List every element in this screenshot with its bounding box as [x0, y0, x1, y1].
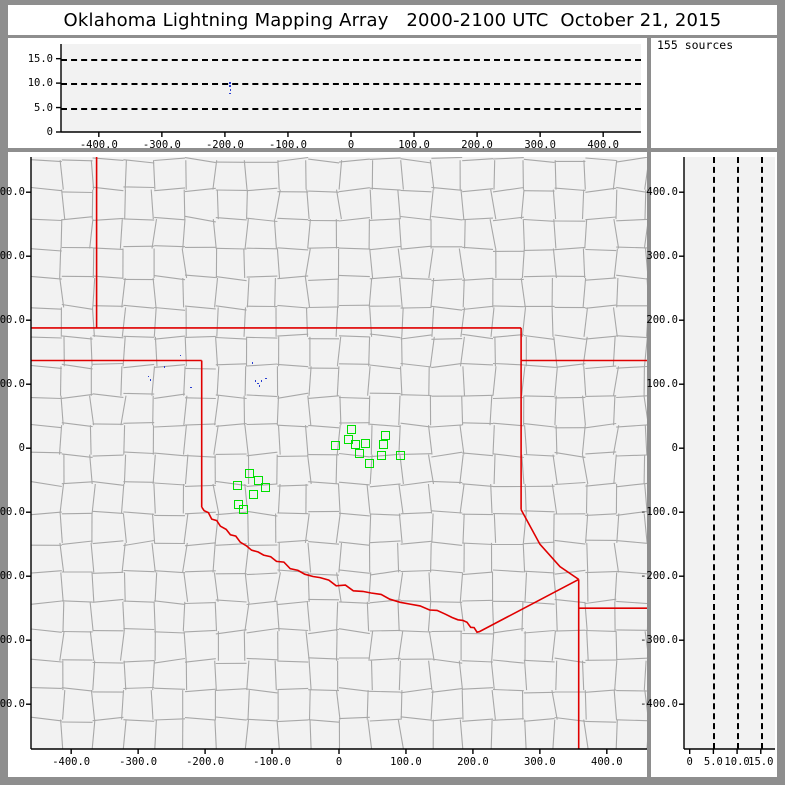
- ytick-map-0: -400.0: [0, 698, 25, 711]
- ytick-map-1: -300.0: [0, 634, 25, 647]
- plan-view-map-axes: [26, 157, 647, 754]
- xtick-map-2: -200.0: [186, 756, 225, 768]
- time-height-panel: 0 5.0 10.0 15.0 -400.0 -300.0 -200.0 -100.0 0 100…: [8, 38, 647, 151]
- gridline-v-10: [737, 157, 740, 749]
- noise-point: [258, 385, 261, 387]
- xtick-hc-3: 15.0: [748, 756, 774, 768]
- ytick-hc-7: 300.0: [646, 250, 678, 263]
- gridline-v-5: [713, 157, 716, 749]
- xtick-map-4: 0: [335, 756, 343, 768]
- noise-point: [260, 380, 263, 382]
- time-height-point: [229, 92, 231, 95]
- ytick-map-4: 0: [18, 442, 25, 455]
- lightning-source-marker[interactable]: [248, 489, 258, 499]
- ytick-map-7: 300.0: [0, 250, 25, 263]
- ytick-map-5: 100.0: [0, 378, 25, 391]
- ytick-hc-8: 400.0: [646, 186, 678, 199]
- lightning-source-marker[interactable]: [331, 441, 341, 451]
- noise-point: [190, 386, 192, 389]
- lightning-source-marker[interactable]: [245, 468, 255, 478]
- lightning-source-marker[interactable]: [377, 451, 387, 461]
- ytick-hc-5: 100.0: [646, 378, 678, 391]
- lightning-source-marker[interactable]: [396, 451, 406, 461]
- ytick-map-6: 200.0: [0, 314, 25, 327]
- xtick-hc-0: 0: [686, 756, 693, 768]
- noise-point: [251, 362, 254, 364]
- time-height-point: [229, 82, 231, 84]
- ytick-hc-2: -200.0: [640, 570, 678, 583]
- time-height-plot-area[interactable]: [61, 44, 641, 132]
- ytick-hc-3: -100.0: [640, 506, 678, 519]
- ytick-hc-1: -300.0: [640, 634, 678, 647]
- ytick-th-2: 10.0: [27, 77, 53, 90]
- lightning-source-marker[interactable]: [346, 424, 356, 434]
- lightning-source-marker[interactable]: [343, 434, 353, 444]
- ytick-hc-4: 0: [671, 442, 678, 455]
- ytick-hc-0: -400.0: [640, 698, 678, 711]
- xtick-map-8: 400.0: [591, 756, 623, 768]
- xtick-map-7: 300.0: [524, 756, 556, 768]
- time-height-point: [229, 85, 231, 87]
- ytick-th-3: 15.0: [27, 52, 53, 65]
- xtick-th-6: 200.0: [461, 139, 493, 151]
- plan-view-map-plot-area[interactable]: [31, 157, 647, 749]
- lightning-source-marker[interactable]: [381, 430, 391, 440]
- lightning-source-marker[interactable]: [260, 483, 270, 493]
- xtick-map-0: -400.0: [52, 756, 91, 768]
- lightning-source-marker[interactable]: [364, 459, 374, 469]
- ytick-th-1: 5.0: [34, 101, 53, 114]
- xtick-th-1: -300.0: [142, 139, 181, 151]
- title-bar: Oklahoma Lightning Mapping Array 2000-21…: [8, 5, 777, 35]
- xtick-th-3: -100.0: [268, 139, 307, 151]
- xtick-th-0: -400.0: [79, 139, 118, 151]
- noise-point: [163, 366, 166, 368]
- noise-point: [149, 379, 151, 381]
- xtick-hc-1: 5.0: [703, 756, 723, 768]
- source-count-label: 155 sources: [657, 38, 734, 52]
- xtick-th-7: 300.0: [524, 139, 556, 151]
- xtick-map-5: 100.0: [390, 756, 422, 768]
- height-count-panel: -400.0 -300.0 -200.0 -100.0 0 100.0 200.0 300.0…: [640, 152, 777, 777]
- gridline-h-5.0: [61, 107, 641, 110]
- ytick-map-2: -200.0: [0, 570, 25, 583]
- ytick-map-3: -100.0: [0, 506, 25, 519]
- xtick-map-6: 200.0: [457, 756, 489, 768]
- xtick-map-1: -300.0: [119, 756, 158, 768]
- lightning-source-marker[interactable]: [350, 439, 360, 449]
- lightning-source-marker[interactable]: [361, 438, 371, 448]
- lightning-source-marker[interactable]: [234, 500, 244, 510]
- lightning-source-marker[interactable]: [354, 448, 364, 458]
- gridline-h-10.0: [61, 83, 641, 86]
- xtick-th-4: 0: [347, 139, 355, 151]
- map-vector-layer: [31, 157, 647, 749]
- gridline-v-15: [760, 157, 763, 749]
- noise-point: [254, 380, 257, 382]
- time-height-axes: [56, 44, 641, 137]
- height-count-plot-area[interactable]: [684, 157, 775, 749]
- lightning-source-marker[interactable]: [378, 439, 388, 449]
- noise-point: [179, 354, 182, 357]
- lightning-source-marker[interactable]: [254, 475, 264, 485]
- plan-view-map-panel: -400.0 -300.0 -200.0 -100.0 0 100.0 200.0 300.0…: [0, 152, 647, 777]
- lightning-source-marker[interactable]: [233, 481, 243, 491]
- page-title: Oklahoma Lightning Mapping Array 2000-21…: [63, 9, 722, 31]
- noise-point: [257, 382, 259, 385]
- ytick-th-0: 0: [46, 126, 53, 138]
- ytick-hc-6: 200.0: [646, 314, 678, 327]
- xtick-th-2: -200.0: [205, 139, 244, 151]
- noise-point: [265, 377, 267, 380]
- time-height-point: [229, 89, 232, 91]
- lightning-source-marker[interactable]: [238, 505, 248, 515]
- noise-point: [147, 375, 149, 378]
- height-count-axes: [679, 157, 775, 754]
- xtick-th-5: 100.0: [398, 139, 430, 151]
- source-count-panel: [651, 38, 777, 148]
- xtick-map-3: -100.0: [253, 756, 291, 768]
- gridline-h-15.0: [61, 58, 641, 61]
- xtick-hc-2: 10.0: [724, 756, 750, 768]
- xtick-th-8: 400.0: [587, 139, 619, 151]
- ytick-map-8: 400.0: [0, 186, 25, 199]
